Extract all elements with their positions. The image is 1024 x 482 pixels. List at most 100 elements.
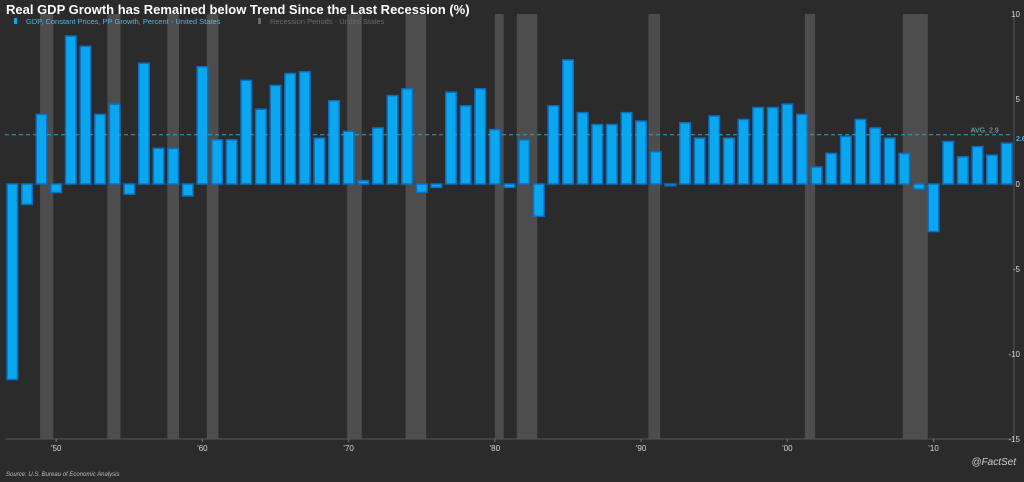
gdp-bar	[971, 145, 984, 185]
gdp-bar	[94, 113, 107, 185]
gdp-bar	[883, 137, 896, 185]
gdp-bar	[64, 35, 77, 185]
y-tick-label: 10	[1011, 10, 1020, 19]
legend-gdp-label: GDP, Constant Prices, PP Growth, Percent…	[26, 17, 221, 26]
gdp-bar	[488, 128, 501, 185]
recession-band	[804, 14, 816, 439]
x-tick-label: '80	[490, 444, 501, 453]
gdp-bar	[854, 118, 867, 185]
gdp-bar	[386, 94, 399, 185]
recession-band	[494, 14, 504, 439]
gdp-bar	[123, 183, 136, 195]
gdp-bar	[6, 183, 19, 381]
gdp-bar	[591, 123, 604, 185]
factset-logo: @FactSet	[971, 457, 1016, 468]
recession-band	[902, 14, 928, 439]
gdp-bar	[927, 183, 940, 233]
recession-band	[167, 14, 180, 439]
gdp-bar	[35, 113, 48, 185]
gdp-bar	[342, 130, 355, 185]
x-tick-label: '10	[928, 444, 939, 453]
gdp-bar	[635, 120, 648, 185]
gdp-bar	[898, 152, 911, 185]
gdp-bar	[825, 152, 838, 185]
gdp-bar	[664, 183, 677, 187]
gdp-bar	[371, 127, 384, 185]
y-tick-label: -10	[1008, 350, 1020, 359]
x-tick-label: '60	[197, 444, 208, 453]
gdp-bar	[649, 150, 662, 185]
recession-band	[516, 14, 538, 439]
recession-band	[347, 14, 362, 439]
last-value-label: 2.6%	[1016, 136, 1024, 143]
source-note: Source: U.S. Bureau of Economic Analysis	[6, 472, 120, 478]
gdp-bar	[240, 79, 253, 185]
legend: GDP, Constant Prices, PP Growth, Percent…	[14, 17, 384, 26]
gdp-bar	[181, 183, 194, 197]
average-label: AVG. 2.9	[971, 128, 999, 135]
gdp-bar	[211, 139, 224, 185]
recession-bands	[40, 14, 928, 439]
gdp-bar	[79, 45, 92, 185]
x-tick-label: '90	[636, 444, 647, 453]
y-tick-label: -15	[1008, 435, 1020, 444]
gdp-bar	[547, 105, 560, 185]
legend-recession-swatch	[258, 18, 261, 24]
gdp-bar	[415, 183, 428, 194]
gdp-bar	[50, 183, 63, 194]
gdp-bar	[620, 111, 633, 185]
recession-band	[107, 14, 121, 439]
gdp-bar	[766, 106, 779, 185]
gdp-bars	[6, 35, 1013, 381]
y-tick-label: 0	[1016, 180, 1021, 189]
gdp-bar	[137, 62, 150, 185]
gdp-bar	[576, 111, 589, 185]
gdp-bar	[781, 103, 794, 185]
legend-gdp-swatch	[14, 18, 17, 24]
gdp-bar	[430, 183, 443, 189]
gdp-bar	[108, 103, 121, 185]
gdp-bar	[254, 108, 267, 185]
legend-recession-label: Recession Periods - United States	[270, 17, 384, 26]
gdp-bar	[284, 72, 297, 185]
gdp-bar	[298, 71, 311, 185]
gdp-bar	[737, 118, 750, 185]
recession-band	[648, 14, 661, 439]
gdp-bar	[532, 183, 545, 218]
gdp-bar	[167, 147, 180, 185]
gdp-bar	[313, 137, 326, 185]
axes: 10 5 0 -5 -10 -15 '50 '60 '70 '80 '90 '00 '10	[5, 10, 1021, 453]
y-tick-label: 5	[1016, 95, 1021, 104]
gdp-bar	[561, 59, 575, 185]
gdp-bar	[839, 135, 852, 185]
gdp-bar	[942, 140, 955, 185]
x-tick-label: '70	[343, 444, 354, 453]
gdp-bar	[912, 183, 925, 190]
gdp-bar	[678, 122, 691, 185]
gdp-bar	[328, 99, 341, 185]
gdp-bar	[810, 166, 823, 185]
gdp-bar	[693, 137, 706, 185]
gdp-bar	[459, 105, 472, 185]
gdp-bar	[474, 88, 487, 185]
chart-title: Real GDP Growth has Remained below Trend…	[6, 2, 470, 17]
gdp-bar	[795, 113, 808, 185]
gdp-bar	[752, 106, 765, 185]
y-tick-label: -5	[1013, 265, 1021, 274]
x-tick-label: '50	[51, 444, 62, 453]
average-line: AVG. 2.9 2.6%	[5, 128, 1024, 143]
recession-band	[405, 14, 427, 439]
gdp-bar	[605, 123, 618, 185]
gdp-bar	[722, 137, 735, 185]
gdp-bar	[518, 139, 531, 185]
gdp-bar	[1000, 142, 1013, 185]
gdp-bar	[503, 183, 516, 189]
recession-band	[206, 14, 219, 439]
gdp-bar	[357, 179, 370, 185]
gdp-bar	[708, 115, 721, 185]
gdp-bar	[20, 183, 33, 206]
gdp-bar	[152, 147, 165, 185]
gdp-bar	[869, 127, 882, 185]
gdp-bar	[444, 91, 458, 185]
